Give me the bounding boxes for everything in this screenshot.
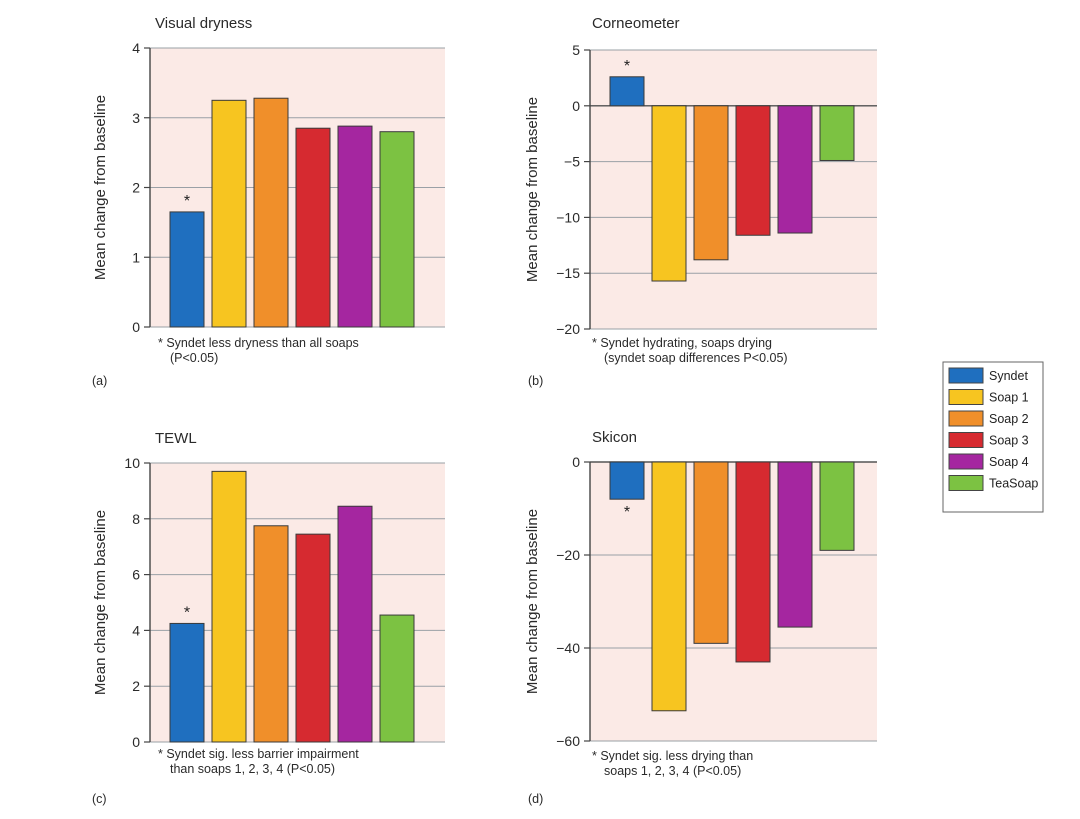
bar-soap-2 bbox=[253, 97, 289, 328]
bar-soap-1 bbox=[211, 470, 247, 743]
bar-teasoap bbox=[379, 614, 415, 743]
bar-soap-3 bbox=[295, 533, 331, 743]
bar-soap-4 bbox=[777, 461, 813, 628]
chart-title: Visual dryness bbox=[155, 15, 252, 32]
y-tick-label: 2 bbox=[132, 180, 140, 196]
bar-teasoap bbox=[819, 105, 855, 161]
legend-swatch bbox=[948, 453, 984, 470]
bar-soap-4 bbox=[337, 125, 373, 328]
chart-panel-1: 0 1 2 3 4 * Visual dryness Mean change from bas… bbox=[92, 15, 445, 388]
legend-label: Soap 1 bbox=[989, 391, 1029, 405]
chart-title: Skicon bbox=[592, 429, 637, 446]
y-tick-label: −20 bbox=[556, 321, 580, 337]
chart-panel-3: 0 2 4 6 8 10 * TEWL Mean change from baseline * S… bbox=[92, 430, 445, 806]
y-tick-label: −20 bbox=[556, 547, 580, 563]
bar-soap-3 bbox=[295, 127, 331, 328]
bar-soap-2 bbox=[693, 461, 729, 644]
footnote-line: than soaps 1, 2, 3, 4 (P<0.05) bbox=[170, 762, 335, 776]
y-tick-label: 5 bbox=[572, 42, 580, 58]
bar-syndet bbox=[169, 211, 205, 328]
panel-label: (c) bbox=[92, 792, 107, 806]
y-tick-label: 3 bbox=[132, 110, 140, 126]
footnote-line: (P<0.05) bbox=[170, 351, 218, 365]
bar-soap-1 bbox=[651, 461, 687, 712]
legend-label: Soap 4 bbox=[989, 455, 1029, 469]
footnote-line: * Syndet sig. less drying than bbox=[592, 749, 753, 763]
footnote-line: * Syndet sig. less barrier impairment bbox=[158, 747, 359, 761]
legend-label: Soap 2 bbox=[989, 412, 1029, 426]
legend-swatch bbox=[948, 432, 984, 448]
bar-soap-4 bbox=[337, 505, 373, 743]
y-tick-label: −60 bbox=[556, 733, 580, 749]
bar-teasoap bbox=[379, 131, 415, 328]
significance-star: * bbox=[624, 58, 630, 75]
y-tick-label: 0 bbox=[572, 98, 580, 114]
y-tick-label: 6 bbox=[132, 567, 140, 583]
y-tick-label: 4 bbox=[132, 622, 140, 638]
chart-title: TEWL bbox=[155, 430, 197, 447]
bar-soap-1 bbox=[211, 99, 247, 328]
footnote-line: soaps 1, 2, 3, 4 (P<0.05) bbox=[604, 764, 741, 778]
bar-soap-3 bbox=[735, 105, 771, 236]
y-tick-label: −5 bbox=[564, 154, 580, 170]
bar-syndet bbox=[609, 76, 645, 107]
significance-star: * bbox=[184, 193, 190, 210]
y-axis-label: Mean change from baseline bbox=[524, 509, 541, 694]
bar-soap-2 bbox=[693, 105, 729, 261]
bar-syndet bbox=[169, 622, 205, 743]
chart-panel-4: −60 −40 −20 0 * Skicon Mean change from baseli… bbox=[524, 429, 877, 806]
y-axis-label: Mean change from baseline bbox=[524, 97, 541, 282]
bar-teasoap bbox=[819, 461, 855, 551]
footnote-line: (syndet soap differences P<0.05) bbox=[604, 351, 788, 365]
y-tick-label: 0 bbox=[572, 454, 580, 470]
significance-star: * bbox=[624, 504, 630, 521]
legend-label: TeaSoap bbox=[989, 477, 1038, 491]
y-tick-label: 2 bbox=[132, 678, 140, 694]
bar-syndet bbox=[609, 461, 645, 500]
panel-label: (d) bbox=[528, 792, 543, 806]
legend-swatch bbox=[948, 410, 984, 427]
bar-soap-1 bbox=[651, 105, 687, 282]
legend-label: Soap 3 bbox=[989, 434, 1029, 448]
legend-swatch bbox=[948, 389, 984, 405]
y-tick-label: −15 bbox=[556, 265, 580, 281]
chart-title: Corneometer bbox=[592, 15, 680, 32]
y-tick-label: 10 bbox=[124, 455, 140, 471]
bar-soap-4 bbox=[777, 105, 813, 234]
legend-swatch bbox=[948, 367, 984, 384]
y-tick-label: 1 bbox=[132, 249, 140, 265]
legend: Syndet Soap 1 Soap 2 Soap 3 Soap 4 TeaSoap bbox=[942, 361, 1044, 513]
y-axis-label: Mean change from baseline bbox=[92, 95, 109, 280]
bar-soap-3 bbox=[735, 461, 771, 663]
legend-swatch bbox=[948, 475, 984, 491]
chart-panel-2: −20 −15 −10 −5 0 5 * Corneometer Mean change fro… bbox=[524, 15, 877, 388]
y-axis-label: Mean change from baseline bbox=[92, 510, 109, 695]
footnote-line: * Syndet hydrating, soaps drying bbox=[592, 336, 772, 350]
y-tick-label: 0 bbox=[132, 734, 140, 750]
bar-soap-2 bbox=[253, 525, 289, 743]
y-tick-label: −40 bbox=[556, 640, 580, 656]
y-tick-label: 8 bbox=[132, 511, 140, 527]
legend-label: Syndet bbox=[989, 369, 1028, 383]
footnote-line: * Syndet less dryness than all soaps bbox=[158, 336, 359, 350]
y-tick-label: 0 bbox=[132, 319, 140, 335]
y-tick-label: −10 bbox=[556, 209, 580, 225]
significance-star: * bbox=[184, 604, 190, 621]
panel-label: (a) bbox=[92, 374, 107, 388]
panel-label: (b) bbox=[528, 374, 543, 388]
y-tick-label: 4 bbox=[132, 40, 140, 56]
